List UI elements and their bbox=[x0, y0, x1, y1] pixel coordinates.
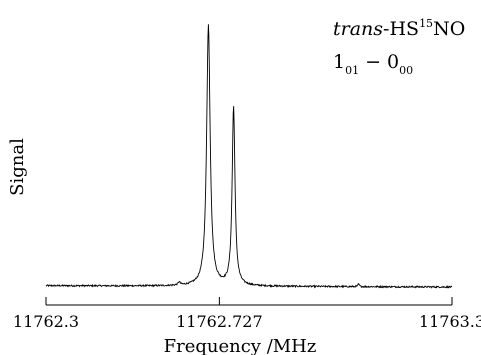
molecule-label: trans-HS15NO bbox=[333, 17, 465, 40]
molecule-suffix: NO bbox=[433, 18, 465, 40]
molecule-prefix: trans bbox=[333, 18, 383, 40]
transition-lower-sub: 00 bbox=[399, 64, 413, 77]
x-axis-label: Frequency /MHz bbox=[164, 336, 317, 355]
transition-separator: − bbox=[365, 51, 381, 73]
molecule-mid: -HS bbox=[383, 18, 419, 40]
transition-lower: 0 bbox=[387, 51, 399, 73]
x-ticks: 11762.3 11762.727 11763.3 bbox=[13, 297, 481, 331]
y-axis-label: Signal bbox=[7, 138, 28, 196]
molecule-isotope: 15 bbox=[419, 17, 433, 30]
transition-label: 101−000 bbox=[333, 51, 413, 77]
transition-upper-sub: 01 bbox=[345, 64, 359, 77]
x-tick-label: 11763.3 bbox=[419, 312, 481, 331]
spectrum-line bbox=[45, 24, 453, 289]
x-tick-label: 11762.3 bbox=[13, 312, 79, 331]
transition-upper: 1 bbox=[333, 51, 345, 73]
x-tick-label: 11762.727 bbox=[176, 312, 263, 331]
